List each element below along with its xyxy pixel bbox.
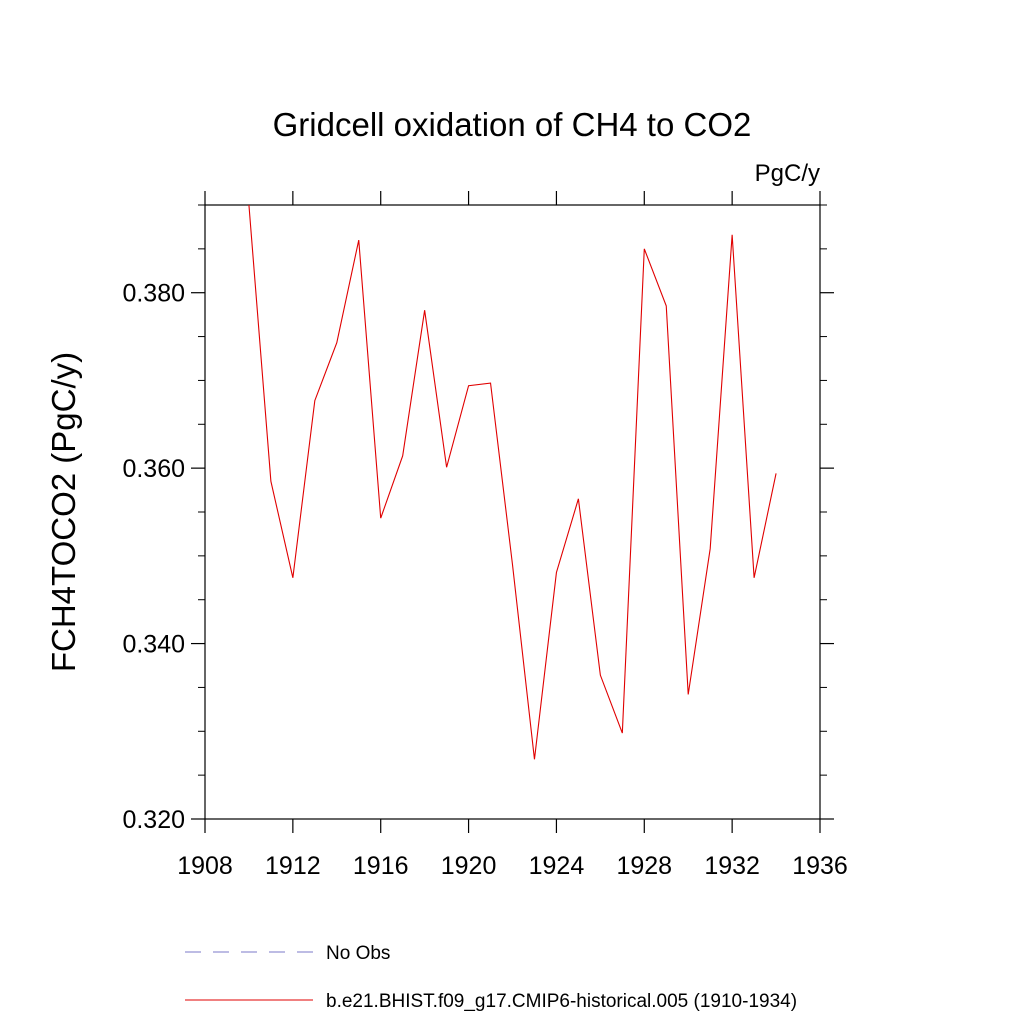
legend-no-obs-label: No Obs — [326, 943, 390, 964]
legend: No Obs b.e21.BHIST.f09_g17.CMIP6-histori… — [185, 943, 797, 1012]
x-tick-label-1912: 1912 — [265, 852, 321, 880]
units-label: PgC/y — [755, 160, 820, 187]
chart-title: Gridcell oxidation of CH4 to CO2 — [273, 106, 752, 143]
axis-ticks: 1908 1912 1916 1920 1924 1928 1932 1936 0.320 0.3… — [122, 191, 848, 880]
x-tick-label-1924: 1924 — [529, 852, 585, 880]
x-tick-label-1916: 1916 — [353, 852, 409, 880]
y-tick-label-3: 0.380 — [122, 280, 185, 308]
series-layer — [248, 204, 777, 760]
y-tick-label-0: 0.320 — [122, 806, 185, 834]
series-line-0 — [248, 204, 777, 760]
x-tick-label-1920: 1920 — [441, 852, 497, 880]
x-tick-label-1928: 1928 — [616, 852, 672, 880]
x-tick-label-1932: 1932 — [704, 852, 760, 880]
legend-series-label: b.e21.BHIST.f09_g17.CMIP6-historical.005… — [326, 991, 797, 1012]
y-tick-label-2: 0.360 — [122, 455, 185, 483]
x-tick-label-1936: 1936 — [792, 852, 848, 880]
x-tick-label-1908: 1908 — [177, 852, 233, 880]
y-axis-label: FCH4TOCO2 (PgC/y) — [45, 352, 82, 672]
y-tick-label-1: 0.340 — [122, 631, 185, 659]
